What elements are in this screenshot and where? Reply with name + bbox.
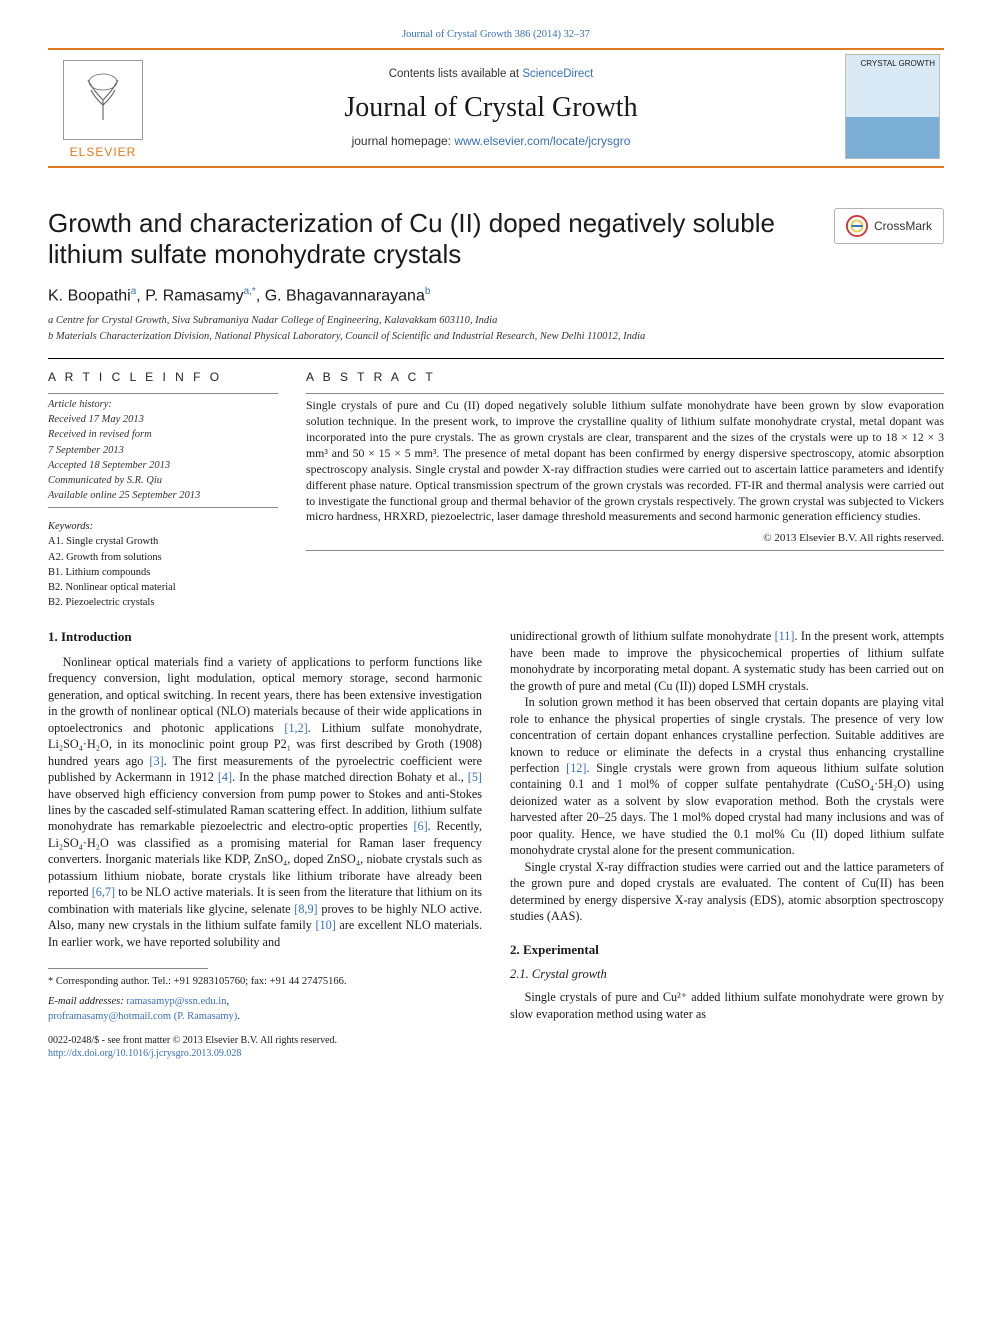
history-item: Available online 25 September 2013 <box>48 489 278 503</box>
elsevier-tree-icon <box>63 60 143 140</box>
contents-prefix: Contents lists available at <box>389 68 523 80</box>
author-sup: a,* <box>244 286 256 297</box>
history-item: Received 17 May 2013 <box>48 413 278 427</box>
author-sup: a <box>131 286 137 297</box>
thin-rule <box>306 550 944 551</box>
publisher-name: ELSEVIER <box>70 144 137 160</box>
affiliation: a Centre for Crystal Growth, Siva Subram… <box>48 314 944 328</box>
body-paragraph: unidirectional growth of lithium sulfate… <box>510 628 944 694</box>
article-info-heading: A R T I C L E I N F O <box>48 369 278 385</box>
history-item: Accepted 18 September 2013 <box>48 459 278 473</box>
body-paragraph: Single crystals of pure and Cu²⁺ added l… <box>510 989 944 1022</box>
corresponding-author: * Corresponding author. Tel.: +91 928310… <box>48 975 482 989</box>
left-column: 1. Introduction Nonlinear optical materi… <box>48 628 482 1061</box>
affiliation: b Materials Characterization Division, N… <box>48 330 944 344</box>
history-label: Article history: <box>48 398 278 412</box>
history-item: Received in revised form <box>48 428 278 442</box>
abstract-copyright: © 2013 Elsevier B.V. All rights reserved… <box>306 531 944 546</box>
homepage-prefix: journal homepage: <box>352 134 455 148</box>
section-heading-experimental: 2. Experimental <box>510 941 944 959</box>
author: P. Ramasamy <box>145 287 243 304</box>
history-item: 7 September 2013 <box>48 444 278 458</box>
email-label: E-mail addresses: <box>48 996 126 1007</box>
subsection-heading: 2.1. Crystal growth <box>510 966 944 983</box>
crossmark-icon <box>846 215 868 237</box>
email-link[interactable]: ramasamyp@ssn.edu.in <box>126 996 226 1007</box>
journal-title: Journal of Crystal Growth <box>344 89 637 127</box>
email-suffix: . <box>237 1011 240 1022</box>
keyword: B2. Nonlinear optical material <box>48 581 278 595</box>
author: K. Boopathi <box>48 287 131 304</box>
homepage-link[interactable]: www.elsevier.com/locate/jcrysgro <box>454 134 630 148</box>
author-line: K. Boopathia, P. Ramasamya,*, G. Bhagava… <box>48 285 944 307</box>
doi-line: http://dx.doi.org/10.1016/j.jcrysgro.201… <box>48 1047 482 1061</box>
body-paragraph: Single crystal X-ray diffraction studies… <box>510 859 944 925</box>
keyword: B2. Piezoelectric crystals <box>48 596 278 610</box>
body-paragraph: In solution grown method it has been obs… <box>510 694 944 859</box>
thin-rule <box>48 393 278 394</box>
affiliations: a Centre for Crystal Growth, Siva Subram… <box>48 314 944 343</box>
keyword: A2. Growth from solutions <box>48 551 278 565</box>
thin-rule <box>48 507 278 508</box>
cover-label: CRYSTAL GROWTH <box>860 59 935 70</box>
publisher-block: ELSEVIER <box>48 50 158 166</box>
keyword: A1. Single crystal Growth <box>48 535 278 549</box>
abstract-text: Single crystals of pure and Cu (II) dope… <box>306 398 944 525</box>
journal-cover-thumb: CRYSTAL GROWTH <box>845 54 940 159</box>
issn-line: 0022-0248/$ - see front matter © 2013 El… <box>48 1034 482 1048</box>
email-line: E-mail addresses: ramasamyp@ssn.edu.in, … <box>48 995 482 1023</box>
rule <box>48 358 944 359</box>
article-info: A R T I C L E I N F O Article history: R… <box>48 369 278 610</box>
citation-line: Journal of Crystal Growth 386 (2014) 32–… <box>48 28 944 42</box>
intro-paragraph: Nonlinear optical materials find a varie… <box>48 654 482 950</box>
keywords-label: Keywords: <box>48 520 278 534</box>
email-link[interactable]: proframasamy@hotmail.com (P. Ramasamy) <box>48 1011 237 1022</box>
doi-link[interactable]: http://dx.doi.org/10.1016/j.jcrysgro.201… <box>48 1048 241 1059</box>
author: G. Bhagavannarayana <box>265 287 425 304</box>
history-item: Communicated by S.R. Qiu <box>48 474 278 488</box>
thin-rule <box>306 393 944 394</box>
section-heading-intro: 1. Introduction <box>48 628 482 646</box>
crossmark-label: CrossMark <box>874 218 932 234</box>
abstract-block: A B S T R A C T Single crystals of pure … <box>306 369 944 610</box>
right-column: unidirectional growth of lithium sulfate… <box>510 628 944 1061</box>
contents-line: Contents lists available at ScienceDirec… <box>389 67 594 83</box>
sciencedirect-link[interactable]: ScienceDirect <box>522 68 593 80</box>
email-sep: , <box>226 996 229 1007</box>
footnote-rule <box>48 968 208 969</box>
author-sup: b <box>425 286 431 297</box>
abstract-heading: A B S T R A C T <box>306 369 944 385</box>
crossmark-badge[interactable]: CrossMark <box>834 208 944 244</box>
article-title: Growth and characterization of Cu (II) d… <box>48 208 944 270</box>
homepage-line: journal homepage: www.elsevier.com/locat… <box>352 133 631 149</box>
citation-link[interactable]: Journal of Crystal Growth 386 (2014) 32–… <box>402 29 590 40</box>
masthead: ELSEVIER Contents lists available at Sci… <box>48 48 944 168</box>
keyword: B1. Lithium compounds <box>48 566 278 580</box>
